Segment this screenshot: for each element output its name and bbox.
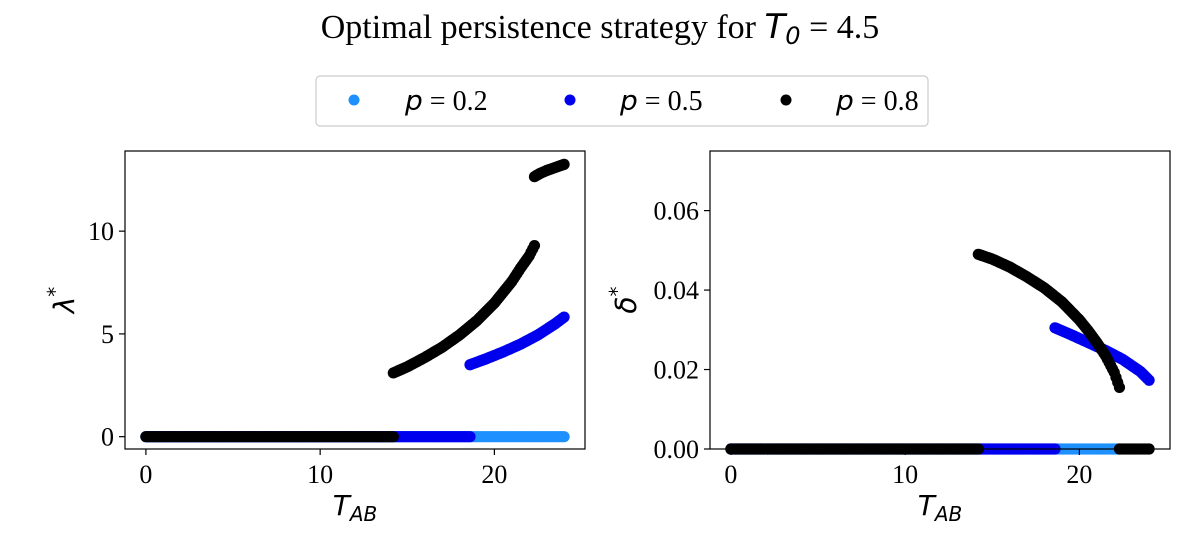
legend: p = 0.2 p = 0.5 p = 0.8 bbox=[315, 75, 929, 127]
left-panel-frame bbox=[124, 150, 586, 450]
legend-marker-2 bbox=[780, 94, 792, 106]
x-tick-label: 0 bbox=[139, 460, 152, 489]
right-panel-x-axis-label: TAB bbox=[918, 489, 963, 526]
legend-label-2: p = 0.8 bbox=[835, 84, 919, 117]
left-panel-data-points bbox=[140, 158, 570, 443]
data-point bbox=[558, 158, 570, 170]
right-panel-y-axis-label: δ* bbox=[605, 286, 643, 313]
series-1 bbox=[140, 311, 570, 443]
x-tick-label: 10 bbox=[892, 460, 918, 489]
y-tick-label: 0.04 bbox=[654, 276, 700, 305]
legend-label-0: p = 0.2 bbox=[404, 84, 488, 117]
data-point bbox=[387, 431, 399, 443]
legend-marker-1 bbox=[564, 94, 576, 106]
y-tick-label: 5 bbox=[101, 320, 114, 349]
data-point bbox=[558, 431, 570, 443]
y-tick-label: 0.00 bbox=[654, 435, 700, 464]
series-2 bbox=[140, 158, 570, 443]
data-point bbox=[464, 431, 476, 443]
y-tick-label: 0.02 bbox=[654, 356, 700, 385]
legend-entry-2: p = 0.8 bbox=[780, 84, 919, 117]
series-2 bbox=[725, 248, 1155, 455]
x-tick-label: 20 bbox=[481, 460, 507, 489]
legend-label-1: p = 0.5 bbox=[619, 84, 703, 117]
left-panel-x-axis-label: TAB bbox=[333, 489, 378, 526]
data-point bbox=[1113, 381, 1126, 394]
x-tick-label: 10 bbox=[307, 460, 333, 489]
left-panel-y-axis-label: λ* bbox=[43, 287, 81, 316]
right-panel-frame bbox=[709, 150, 1171, 450]
legend-marker-0 bbox=[348, 94, 360, 106]
data-point bbox=[558, 311, 570, 323]
legend-entry-0: p = 0.2 bbox=[348, 84, 488, 117]
x-tick-label: 0 bbox=[724, 460, 737, 489]
data-point bbox=[1143, 374, 1155, 386]
y-tick-label: 0 bbox=[101, 423, 114, 452]
data-point bbox=[528, 239, 541, 252]
left-panel: 0 10 20 0 5 10 TAB λ* bbox=[43, 150, 586, 526]
legend-frame bbox=[315, 75, 929, 127]
x-tick-label: 20 bbox=[1066, 460, 1092, 489]
right-panel-data-points bbox=[725, 248, 1155, 455]
y-tick-label: 0.06 bbox=[654, 197, 700, 226]
right-panel-ticks: 0 10 20 0.00 0.02 0.04 0.06 bbox=[654, 197, 1093, 489]
legend-entry-1: p = 0.5 bbox=[564, 84, 703, 117]
right-panel: 0 10 20 0.00 0.02 0.04 0.06 TAB δ* bbox=[605, 150, 1171, 526]
chart-title: Optimal persistence strategy for T0 = 4.… bbox=[321, 7, 880, 50]
left-panel-ticks: 0 10 20 0 5 10 bbox=[88, 217, 507, 489]
y-tick-label: 10 bbox=[88, 217, 114, 246]
